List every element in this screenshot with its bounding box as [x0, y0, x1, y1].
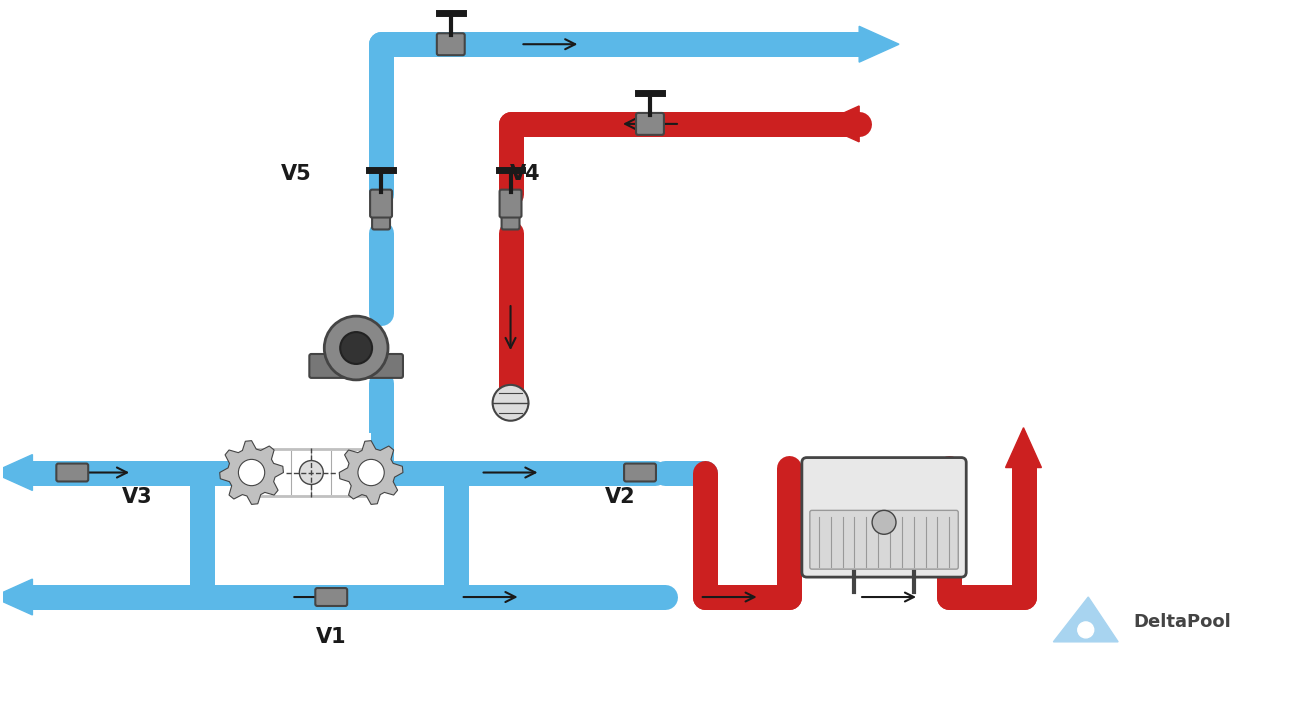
Circle shape [358, 459, 385, 486]
FancyBboxPatch shape [310, 354, 403, 378]
FancyBboxPatch shape [809, 510, 958, 569]
FancyBboxPatch shape [371, 190, 392, 217]
FancyBboxPatch shape [500, 190, 522, 217]
Polygon shape [0, 455, 32, 491]
Text: V4: V4 [510, 164, 541, 183]
Circle shape [873, 510, 896, 534]
Text: V2: V2 [604, 487, 635, 508]
FancyBboxPatch shape [624, 463, 656, 482]
Circle shape [324, 316, 389, 380]
FancyBboxPatch shape [57, 463, 88, 482]
Circle shape [1078, 622, 1093, 638]
FancyBboxPatch shape [636, 113, 664, 135]
FancyBboxPatch shape [252, 432, 371, 512]
FancyBboxPatch shape [315, 588, 347, 606]
FancyBboxPatch shape [802, 458, 966, 577]
Circle shape [341, 332, 372, 364]
Circle shape [239, 459, 265, 486]
Text: V3: V3 [121, 487, 152, 508]
Polygon shape [0, 579, 32, 615]
Text: V1: V1 [316, 627, 346, 647]
Polygon shape [340, 441, 403, 504]
Text: V5: V5 [281, 164, 311, 183]
Polygon shape [219, 441, 284, 504]
FancyBboxPatch shape [436, 33, 465, 55]
FancyBboxPatch shape [502, 198, 519, 229]
Polygon shape [1006, 427, 1042, 467]
Circle shape [300, 460, 323, 484]
Polygon shape [859, 26, 899, 62]
Polygon shape [820, 106, 859, 142]
Polygon shape [1053, 597, 1118, 642]
FancyBboxPatch shape [372, 198, 390, 229]
Circle shape [493, 385, 528, 420]
Text: DeltaPool: DeltaPool [1133, 613, 1230, 631]
